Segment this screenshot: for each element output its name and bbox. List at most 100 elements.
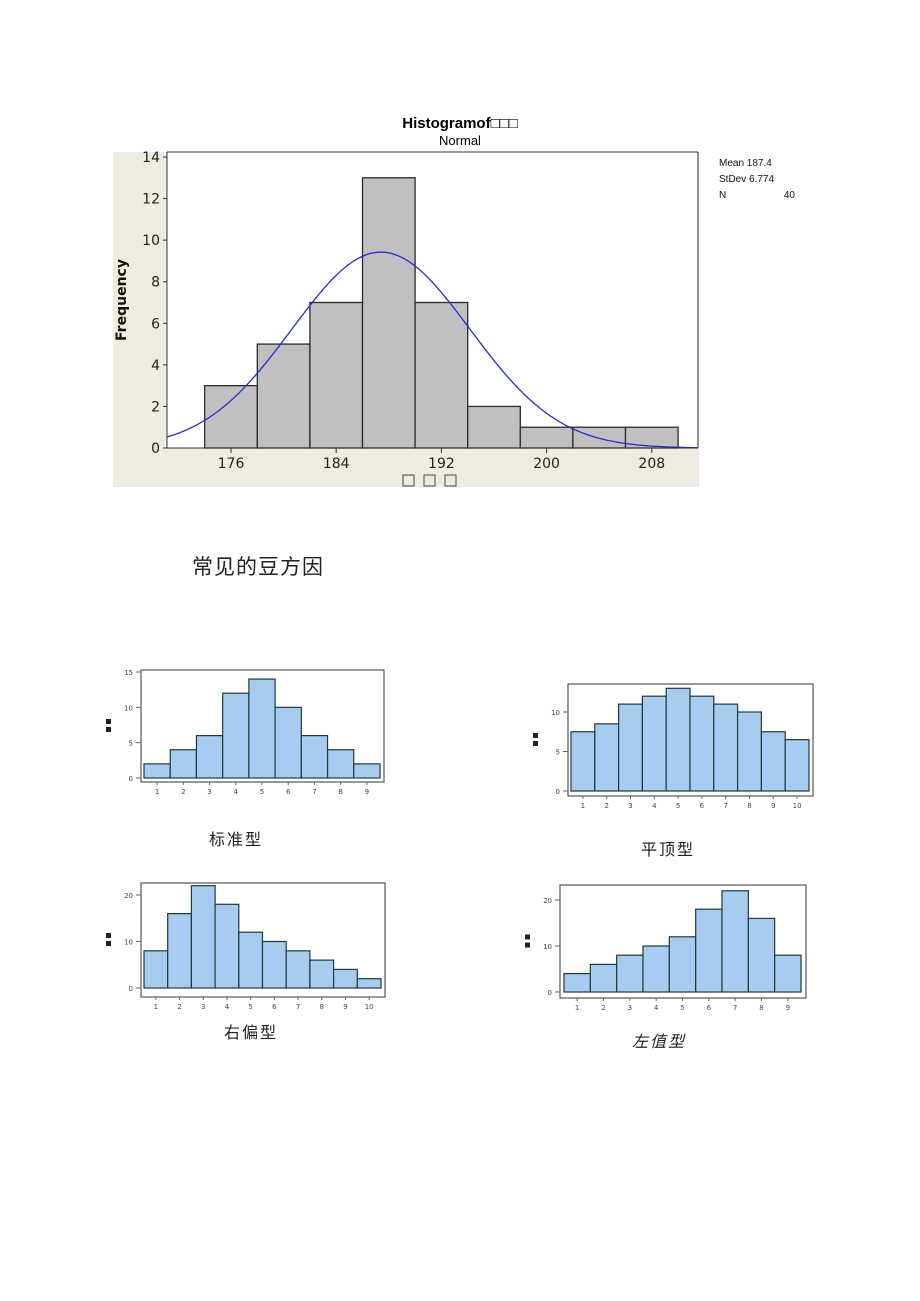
x-axis-label-glyph — [423, 474, 436, 487]
histogram-bar — [356, 978, 382, 989]
histogram-bar — [467, 405, 521, 449]
y-tick-label: 0 — [151, 441, 160, 457]
histogram-left-skew: 1 2 3 4 5 6 7 8 9 0 10 20 — [525, 884, 807, 1012]
x-tick-label: 1 — [575, 1004, 579, 1012]
histogram-bar — [414, 301, 469, 449]
x-tick-label: 5 — [260, 788, 264, 796]
x-tick-label: 2 — [601, 1004, 605, 1012]
x-tick-label: 7 — [723, 802, 727, 810]
x-tick-label: 6 — [272, 1003, 277, 1011]
histogram-bar — [256, 343, 311, 449]
x-tick-label: 176 — [218, 456, 245, 472]
histogram-bar — [642, 945, 670, 993]
y-tick-label: 10 — [543, 943, 552, 951]
histogram-bar — [361, 177, 416, 449]
x-tick-label: 200 — [533, 456, 560, 472]
histogram-bar — [238, 931, 264, 989]
stats-stdev: StDev 6.774 — [719, 174, 775, 185]
y-tick-label: 10 — [124, 704, 133, 712]
y-tick-label: 6 — [151, 316, 160, 332]
histogram-bar — [261, 940, 287, 989]
histogram-standard: 1 2 3 4 5 6 7 8 9 0 5 10 15 — [106, 669, 385, 796]
y-axis-label: Frequency — [114, 259, 130, 341]
y-tick-label: 5 — [556, 749, 560, 757]
x-tick-label: 4 — [654, 1004, 659, 1012]
x-tick-label: 8 — [320, 1003, 324, 1011]
normal-curve — [166, 251, 697, 449]
histogram-bar — [333, 968, 358, 989]
x-tick-label: 9 — [786, 1004, 790, 1012]
histogram-bar — [300, 734, 329, 779]
histogram-bar — [143, 950, 169, 989]
y-tick-label: 10 — [551, 709, 560, 717]
caption-flat-top: 平顶型 — [641, 840, 696, 859]
x-axis-label-glyph — [402, 474, 415, 487]
x-axis-label-glyph — [444, 474, 457, 487]
x-tick-label: 7 — [296, 1003, 300, 1011]
x-tick-label: 184 — [323, 456, 350, 472]
stats-mean: Mean 187.4 — [719, 158, 772, 169]
caption-right-skew: 右偏型 — [224, 1023, 279, 1042]
histogram-flat-top: 1 2 3 4 5 6 7 8 9 10 0 5 10 — [533, 683, 814, 810]
histogram-bar — [695, 908, 723, 993]
caption-standard: 标准型 — [209, 830, 264, 849]
x-tick-label: 3 — [207, 788, 211, 796]
x-tick-label: 8 — [338, 788, 342, 796]
x-tick-label: 208 — [638, 456, 665, 472]
x-tick-label: 6 — [700, 802, 705, 810]
x-tick-label: 9 — [343, 1003, 347, 1011]
histogram-bar — [617, 703, 643, 792]
x-tick-label: 1 — [154, 1003, 158, 1011]
x-tick-label: 192 — [428, 456, 455, 472]
y-tick-label: 12 — [142, 192, 160, 208]
x-tick-label: 5 — [248, 1003, 252, 1011]
histogram-bar — [589, 963, 618, 993]
y-tick-label: 8 — [151, 275, 160, 291]
histogram-bar — [214, 903, 240, 989]
histogram-bar — [641, 695, 667, 792]
histogram-bar — [309, 959, 335, 989]
histogram-bar — [248, 678, 276, 779]
caption-left-skew: 左值型 — [632, 1032, 687, 1051]
x-tick-label: 8 — [759, 1004, 763, 1012]
x-tick-label: 3 — [628, 1004, 632, 1012]
y-tick-label: 0 — [129, 985, 133, 993]
histogram-bar — [713, 703, 739, 792]
y-tick-label: 15 — [124, 669, 133, 677]
y-axis-label — [525, 942, 530, 948]
histogram-bar — [736, 711, 762, 792]
histogram-bar — [285, 950, 311, 989]
x-tick-label: 6 — [707, 1004, 712, 1012]
x-tick-label: 3 — [628, 802, 632, 810]
y-tick-label: 10 — [124, 939, 133, 947]
section-heading: 常见的豆方因 — [192, 555, 324, 579]
histogram-bar — [747, 917, 776, 993]
stats-n: N 40 — [719, 190, 795, 201]
histogram-bar — [570, 731, 596, 792]
x-tick-label: 8 — [747, 802, 751, 810]
y-tick-label: 10 — [142, 233, 160, 249]
histogram-bar — [353, 763, 381, 779]
histogram-bar — [169, 749, 198, 779]
x-tick-label: 7 — [733, 1004, 737, 1012]
y-tick-label: 14 — [142, 150, 160, 166]
histogram-bar — [774, 954, 802, 993]
histogram-bar — [665, 687, 691, 792]
x-tick-label: 5 — [680, 1004, 684, 1012]
x-tick-label: 7 — [312, 788, 316, 796]
x-tick-label: 9 — [365, 788, 369, 796]
y-axis-label — [533, 741, 538, 746]
histogram-bar — [326, 749, 355, 779]
histogram-bar — [204, 384, 258, 449]
y-tick-label: 2 — [151, 399, 160, 415]
x-tick-label: 1 — [155, 788, 159, 796]
histogram-bar — [519, 426, 574, 449]
histogram-bar — [616, 954, 644, 993]
histogram-bar — [222, 692, 250, 779]
histogram-bar — [784, 739, 810, 792]
histogram-bar — [760, 731, 786, 792]
histogram-bar — [563, 972, 591, 993]
histogram-bar — [143, 763, 171, 779]
y-tick-label: 0 — [548, 989, 552, 997]
